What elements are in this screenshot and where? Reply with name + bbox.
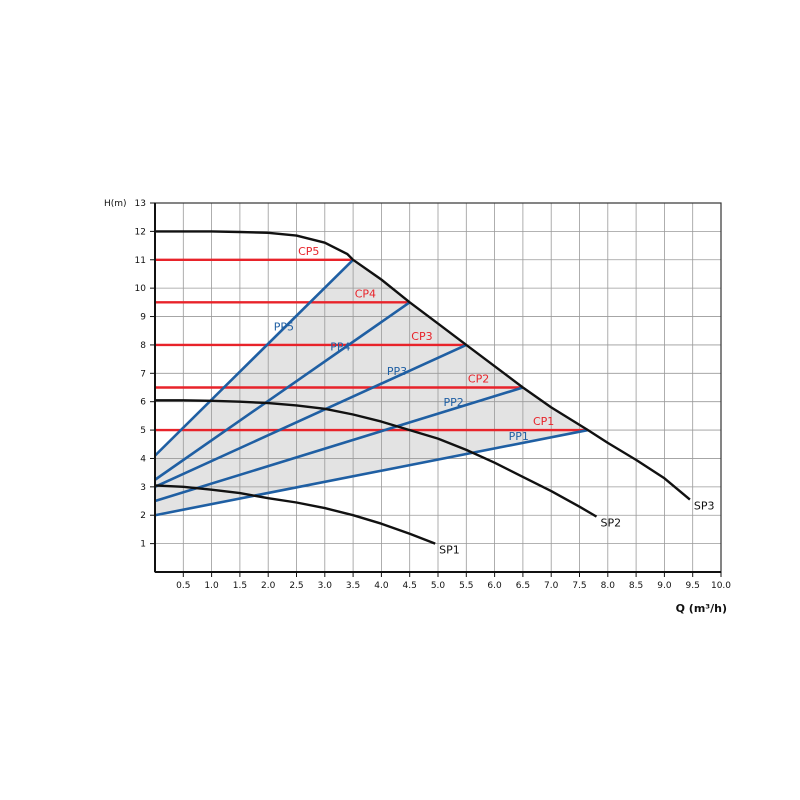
x-tick-label: 2.0 (261, 581, 276, 591)
proportional-pressure-label: PP5 (274, 320, 294, 333)
constant-pressure-label: CP3 (411, 330, 432, 343)
y-tick-label: 8 (140, 341, 146, 351)
y-tick-label: 1 (140, 540, 146, 550)
curves (154, 230, 691, 545)
x-tick-label: 7.0 (544, 581, 559, 591)
x-tick-label: 5.5 (459, 581, 473, 591)
y-tick-label: 9 (140, 313, 146, 323)
x-tick-label: 5.0 (431, 581, 446, 591)
x-tick-label: 0.5 (176, 581, 190, 591)
x-tick-label: 4.5 (403, 581, 417, 591)
x-tick-label: 2.5 (289, 581, 303, 591)
y-tick-label: 6 (140, 398, 146, 408)
constant-pressure-label: CP5 (298, 245, 319, 258)
speed-curve-label: SP1 (439, 544, 460, 557)
x-tick-label: 4.0 (374, 581, 389, 591)
speed-curve-label: SP3 (694, 500, 715, 513)
x-tick-label: 9.0 (657, 581, 672, 591)
x-tick-label: 3.0 (318, 581, 333, 591)
x-tick-label: 7.5 (572, 581, 586, 591)
speed-curve-label: SP2 (600, 517, 621, 530)
y-tick-label: 5 (140, 426, 146, 436)
y-tick-label: 7 (140, 369, 146, 379)
proportional-pressure-label: PP4 (330, 341, 350, 354)
proportional-pressure-label: PP2 (443, 396, 463, 409)
y-tick-label: 2 (140, 511, 146, 521)
constant-pressure-label: CP2 (468, 373, 489, 386)
y-tick-label: 3 (140, 483, 146, 493)
constant-pressure-label: CP4 (355, 287, 376, 300)
x-tick-label: 10.0 (711, 581, 731, 591)
x-tick-label: 6.5 (516, 581, 530, 591)
axes: 0.5 1.0 1.5 2.0 2.5 3.0 3.5 4.0 4.5 5.0 5.5 6.0 6.5 7… (135, 199, 732, 591)
proportional-pressure-line (154, 258, 355, 457)
y-tick-label: 4 (140, 454, 146, 464)
x-tick-label: 1.5 (233, 581, 247, 591)
y-tick-label: 13 (135, 199, 146, 209)
proportional-pressure-line (154, 386, 524, 503)
x-tick-label: 1.0 (204, 581, 219, 591)
x-tick-label: 6.0 (487, 581, 502, 591)
y-tick-label: 10 (135, 284, 147, 294)
proportional-pressure-label: PP1 (509, 430, 529, 443)
speed-curve (155, 230, 691, 501)
y-tick-label: 11 (135, 256, 146, 266)
proportional-pressure-line (154, 428, 589, 517)
speed-curve (155, 399, 598, 518)
x-tick-label: 8.5 (629, 581, 643, 591)
labels: CP1 CP2 CP3 CP4 CP5 PP1 PP2 PP3 PP4 PP5 SP1 SP2 SP3 (274, 245, 715, 557)
x-tick-label: 3.5 (346, 581, 360, 591)
proportional-pressure-label: PP3 (387, 365, 407, 378)
y-tick-label: 12 (135, 227, 146, 237)
speed-curve (154, 484, 436, 545)
y-axis-title: H(m) (104, 199, 127, 209)
x-tick-label: 8.0 (601, 581, 616, 591)
x-axis-title: Q (m³/h) (676, 602, 727, 615)
proportional-pressure-line (154, 301, 411, 481)
constant-pressure-label: CP1 (533, 415, 554, 428)
proportional-pressure-line (154, 343, 467, 489)
x-tick-label: 9.5 (686, 581, 700, 591)
